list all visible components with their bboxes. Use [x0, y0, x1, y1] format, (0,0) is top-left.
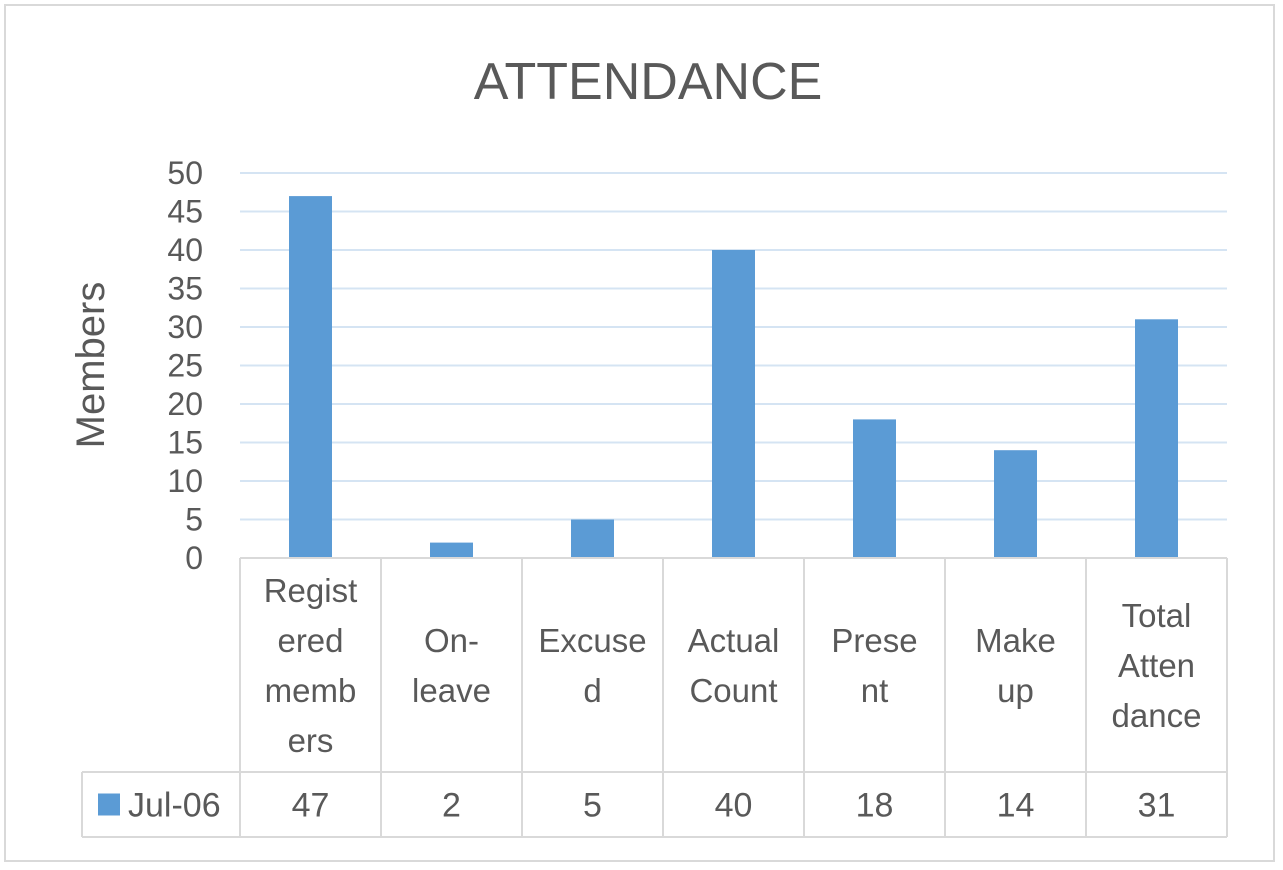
y-tick-label: 5: [185, 502, 203, 538]
y-tick-label: 0: [185, 540, 203, 576]
data-table-value: 18: [856, 787, 894, 825]
bar: [853, 419, 896, 558]
y-tick-label: 45: [167, 194, 203, 230]
bar: [430, 542, 473, 558]
bar: [571, 519, 614, 558]
y-tick-label: 25: [167, 348, 203, 384]
gridlines: [240, 172, 1227, 521]
legend-swatch: [98, 793, 120, 816]
category-label: Make up: [975, 622, 1056, 709]
category-label: Excuse d: [538, 622, 646, 709]
category-label: On-leave: [412, 622, 491, 709]
chart-title: ATTENDANCE: [474, 53, 823, 111]
category-label: Total Atten dance: [1112, 597, 1202, 734]
data-table-value: 5: [583, 787, 602, 825]
bar: [712, 250, 755, 558]
data-table-value: 47: [292, 787, 330, 825]
y-tick-label: 15: [167, 425, 203, 461]
category-label: Actual Count: [688, 622, 780, 709]
bar: [994, 450, 1037, 558]
chart-frame: [4, 4, 1275, 862]
data-table: Regist ered memb ers On-leave Excuse d Actual Co…: [81, 557, 1228, 838]
bar: [289, 196, 332, 558]
y-tick-label: 10: [167, 463, 203, 499]
y-tick-label: 30: [167, 309, 203, 345]
y-tick-label: 50: [167, 155, 203, 191]
data-table-value: 40: [715, 787, 753, 825]
data-table-value: 14: [997, 787, 1035, 825]
y-tick-label: 35: [167, 271, 203, 307]
data-table-value: 31: [1138, 787, 1176, 825]
data-table-value: 2: [442, 787, 461, 825]
bars: [289, 196, 1178, 558]
y-tick-label: 20: [167, 386, 203, 422]
legend-label: Jul-06: [128, 787, 221, 825]
bar: [1135, 319, 1178, 558]
category-label: Regist ered memb ers: [264, 572, 358, 759]
y-axis-label: Members: [69, 282, 113, 449]
category-label: Prese nt: [831, 622, 917, 709]
y-tick-label: 40: [167, 232, 203, 268]
